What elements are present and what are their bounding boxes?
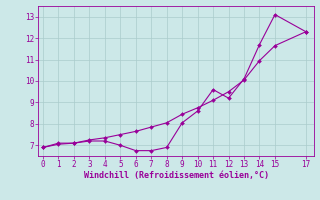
X-axis label: Windchill (Refroidissement éolien,°C): Windchill (Refroidissement éolien,°C) [84,171,268,180]
